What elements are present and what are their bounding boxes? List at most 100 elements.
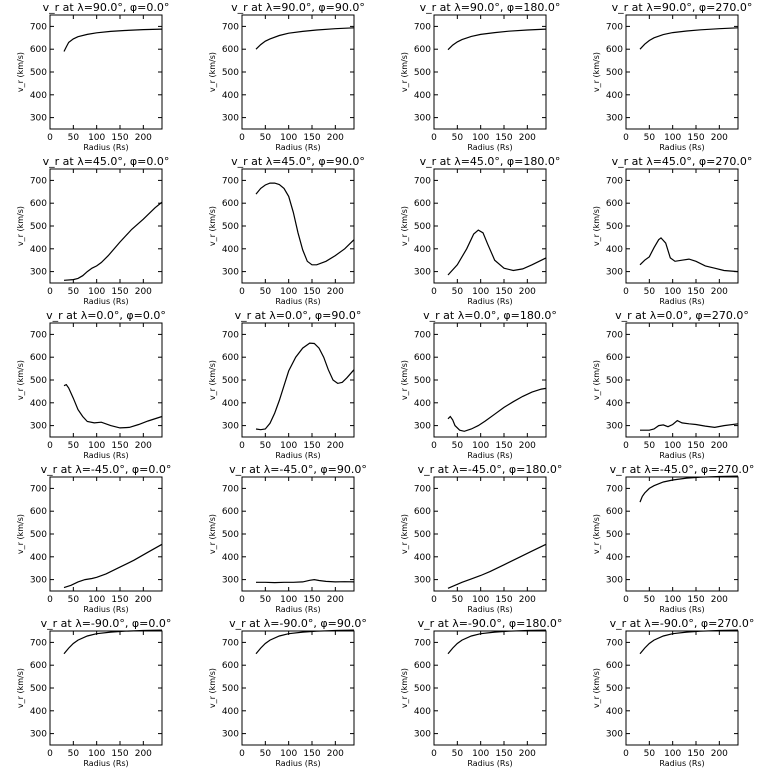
x-tick-label: 200 [327,441,344,451]
x-tick-label: 100 [664,133,681,143]
x-tick-label: 150 [111,287,128,297]
y-tick-label: 300 [222,114,239,124]
y-tick-label: 700 [30,484,47,494]
y-axis-label: v_r (km/s) [208,52,217,92]
panel-title: v_r at λ=0.0°, φ=180.0° [423,309,557,322]
y-tick-label: 700 [606,638,623,648]
x-tick-label: 0 [623,749,629,759]
y-tick-label: 300 [606,268,623,278]
x-tick-label: 50 [260,287,272,297]
y-tick-label: 700 [606,176,623,186]
y-tick-label: 600 [30,507,47,517]
y-tick-label: 300 [414,114,431,124]
x-tick-label: 200 [519,441,536,451]
y-tick-label: 600 [30,353,47,363]
y-axis-label: v_r (km/s) [592,52,601,92]
series-line-1 [63,28,163,52]
chart-panel-8: v_r at λ=45.0°, φ=270.0° 0 50 100 150 200 300 4… [592,155,752,306]
x-tick-label: 100 [472,441,489,451]
panel-title: v_r at λ=-45.0°, φ=270.0° [610,463,755,476]
x-tick-label: 50 [68,287,80,297]
plot-frame [433,14,547,130]
panel-title: v_r at λ=-45.0°, φ=90.0° [229,463,367,476]
x-tick-label: 50 [260,749,272,759]
chart-panel-15: v_r at λ=-45.0°, φ=180.0° 0 50 100 150 200 300… [400,463,562,614]
x-tick-label: 0 [431,595,437,605]
y-tick-label: 300 [606,422,623,432]
x-axis-label: Radius (Rs) [275,451,320,460]
y-tick-label: 600 [606,507,623,517]
y-tick-label: 500 [222,530,239,540]
x-tick-label: 150 [687,287,704,297]
x-tick-label: 100 [88,287,105,297]
chart-panel-5: v_r at λ=45.0°, φ=0.0° 0 50 100 150 200 300 400… [16,155,169,306]
x-tick-label: 100 [280,287,297,297]
chart-panel-7: v_r at λ=45.0°, φ=180.0° 0 50 100 150 200 300 4… [400,155,560,306]
y-tick-label: 700 [222,22,239,32]
x-tick-label: 200 [327,749,344,759]
x-tick-label: 200 [519,749,536,759]
y-tick-label: 400 [414,245,431,255]
y-tick-label: 700 [414,176,431,186]
x-tick-label: 150 [303,441,320,451]
y-axis-label: v_r (km/s) [16,668,25,708]
x-tick-label: 50 [68,595,80,605]
x-tick-label: 100 [88,749,105,759]
y-tick-label: 400 [30,91,47,101]
series-line-1 [256,578,355,584]
y-tick-label: 700 [30,330,47,340]
y-tick-label: 600 [222,45,239,55]
y-axis-label: v_r (km/s) [16,360,25,400]
x-axis-label: Radius (Rs) [83,605,128,614]
x-tick-label: 50 [644,595,656,605]
y-tick-label: 600 [606,45,623,55]
panel-title: v_r at λ=45.0°, φ=270.0° [612,155,753,168]
series-line-1 [255,629,355,655]
chart-panel-2: v_r at λ=90.0°, φ=90.0° 0 50 100 150 200 300 40… [208,1,365,152]
panel-title: v_r at λ=0.0°, φ=0.0° [46,309,166,322]
x-tick-label: 0 [431,287,437,297]
x-tick-label: 0 [431,133,437,143]
y-axis-label: v_r (km/s) [592,206,601,246]
chart-panel-6: v_r at λ=45.0°, φ=90.0° 0 50 100 150 200 300 40… [208,155,365,306]
x-tick-label: 200 [327,595,344,605]
x-tick-label: 50 [644,749,656,759]
y-tick-label: 700 [414,22,431,32]
chart-panel-16: v_r at λ=-45.0°, φ=270.0° 0 50 100 150 200 300… [592,463,754,614]
x-tick-label: 0 [47,287,53,297]
y-tick-label: 600 [606,199,623,209]
y-axis-label: v_r (km/s) [400,206,409,246]
y-tick-label: 500 [414,530,431,540]
y-tick-label: 700 [606,484,623,494]
x-tick-label: 150 [303,595,320,605]
x-tick-label: 150 [495,441,512,451]
x-axis-label: Radius (Rs) [659,297,704,306]
x-tick-label: 50 [260,441,272,451]
y-tick-label: 500 [222,222,239,232]
x-axis-label: Radius (Rs) [83,143,128,152]
panel-title: v_r at λ=-45.0°, φ=0.0° [41,463,172,476]
x-tick-label: 50 [644,441,656,451]
y-tick-label: 600 [606,353,623,363]
x-tick-label: 0 [239,441,245,451]
y-tick-label: 300 [222,422,239,432]
x-tick-label: 100 [280,441,297,451]
y-tick-label: 400 [414,399,431,409]
x-tick-label: 0 [431,749,437,759]
x-axis-label: Radius (Rs) [83,759,128,768]
series-line-1 [447,543,547,589]
chart-panel-17: v_r at λ=-90.0°, φ=0.0° 0 50 100 150 200 300 40… [16,617,171,768]
y-tick-label: 400 [414,707,431,717]
y-tick-label: 500 [606,530,623,540]
x-tick-label: 200 [711,133,728,143]
y-tick-label: 500 [606,376,623,386]
x-tick-label: 200 [327,287,344,297]
chart-panel-14: v_r at λ=-45.0°, φ=90.0° 0 50 100 150 200 300 4… [208,463,367,614]
y-tick-label: 400 [222,245,239,255]
y-tick-label: 300 [606,576,623,586]
y-tick-label: 700 [30,22,47,32]
x-tick-label: 0 [431,441,437,451]
y-tick-label: 300 [606,114,623,124]
x-tick-label: 0 [239,287,245,297]
y-tick-label: 700 [222,330,239,340]
